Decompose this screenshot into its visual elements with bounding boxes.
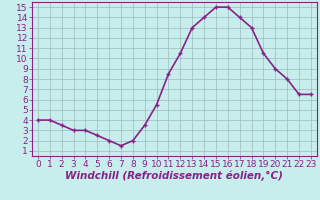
X-axis label: Windchill (Refroidissement éolien,°C): Windchill (Refroidissement éolien,°C) bbox=[66, 171, 283, 181]
